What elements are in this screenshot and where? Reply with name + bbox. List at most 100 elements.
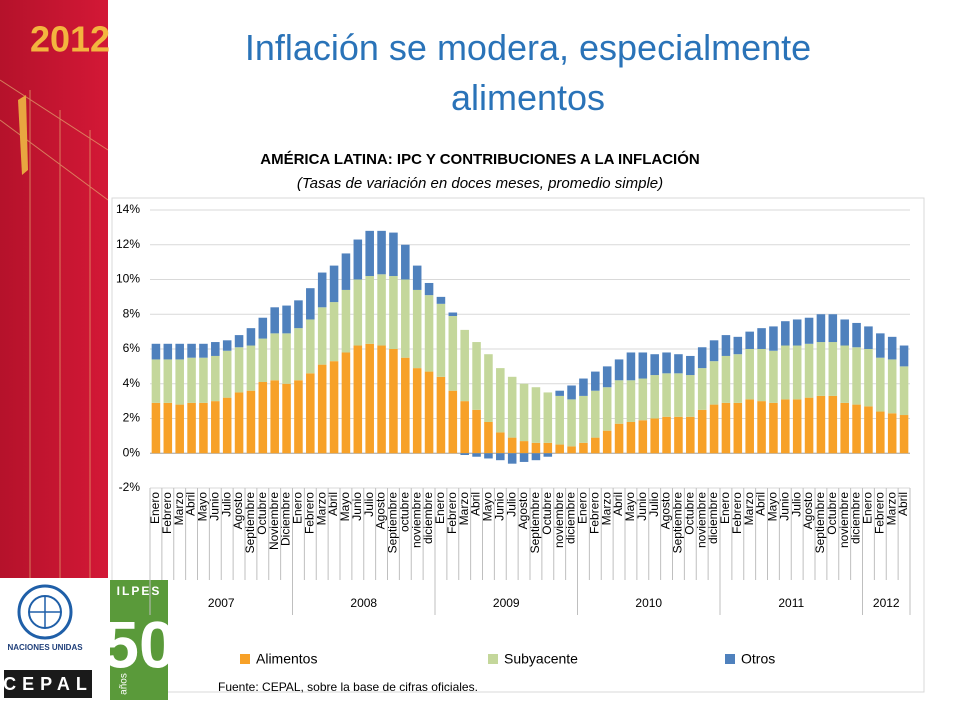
- y-tick-label: 8%: [123, 306, 141, 320]
- bar-segment: [175, 359, 184, 405]
- bar-segment: [365, 276, 374, 344]
- x-tick-label: diciembre: [564, 492, 578, 544]
- bar-segment: [401, 244, 410, 280]
- bar-segment: [211, 355, 220, 402]
- bar-segment: [626, 421, 636, 454]
- bar-segment: [804, 397, 814, 454]
- bar-segment: [579, 442, 588, 454]
- x-tick-label: Abril: [896, 492, 910, 516]
- x-tick-label: Mayo: [766, 492, 780, 522]
- x-tick-label: Enero: [433, 492, 447, 524]
- bar-segment: [757, 328, 766, 349]
- band-figure: [18, 95, 28, 175]
- x-tick-label: Junio: [777, 492, 791, 521]
- source-note: Fuente: CEPAL, sobre la base de cifras o…: [218, 680, 478, 694]
- bar-segment: [828, 314, 838, 343]
- bar-segment: [709, 404, 719, 454]
- bar-segment: [709, 340, 719, 362]
- bar-segment: [234, 335, 244, 348]
- ilpes-years: años: [119, 673, 130, 695]
- bar-segment: [329, 302, 339, 362]
- group-label: 2011: [778, 596, 804, 610]
- x-tick-label: Julio: [362, 492, 376, 517]
- bar-segment: [317, 364, 327, 454]
- bar-segment: [258, 382, 268, 454]
- bar-segment: [507, 437, 517, 454]
- bar-segment: [602, 430, 612, 454]
- bar-segment: [864, 406, 873, 454]
- bar-segment: [638, 352, 648, 379]
- bar-segment: [579, 395, 588, 443]
- bar-segment: [496, 453, 505, 461]
- x-tick-label: Septiembre: [243, 492, 257, 554]
- bar-segment: [317, 307, 327, 365]
- x-tick-label: Febrero: [160, 492, 174, 534]
- bar-segment: [341, 253, 351, 290]
- bar-segment: [412, 289, 422, 369]
- chart-title: AMÉRICA LATINA: IPC Y CONTRIBUCIONES A L…: [260, 150, 699, 168]
- x-tick-label: Abril: [754, 492, 768, 516]
- bar-segment: [294, 300, 303, 329]
- legend-swatch: [725, 654, 735, 664]
- bar-segment: [567, 446, 576, 454]
- y-tick-label: 4%: [123, 376, 141, 390]
- bar-segment: [864, 326, 873, 349]
- bar-segment: [246, 328, 256, 346]
- y-tick-label: 2%: [123, 411, 141, 425]
- x-tick-label: Julio: [789, 492, 803, 517]
- un-emblem: [17, 584, 73, 640]
- x-tick-label: noviembre: [409, 492, 423, 548]
- bar-segment: [377, 274, 386, 346]
- bar-segment: [721, 335, 731, 356]
- x-tick-label: Enero: [576, 492, 590, 524]
- bar-segment: [804, 317, 814, 344]
- bar-segment: [591, 390, 600, 438]
- bar-segment: [531, 453, 541, 461]
- bar-segment: [887, 413, 897, 454]
- bar-segment: [674, 416, 683, 454]
- bar-segment: [222, 340, 232, 351]
- bar-segment: [840, 402, 849, 454]
- bar-segment: [436, 296, 446, 304]
- bar-segment: [460, 329, 469, 402]
- bar-segment: [412, 265, 422, 290]
- bar-segment: [852, 322, 861, 348]
- cepal-box: [4, 670, 92, 698]
- x-tick-label: Julio: [647, 492, 661, 517]
- bar-segment: [282, 333, 291, 384]
- bar-segment: [792, 399, 802, 454]
- bar-segment: [852, 404, 861, 454]
- bar-segment: [282, 305, 291, 334]
- bar-segment: [697, 368, 707, 410]
- bar-segment: [246, 390, 256, 454]
- bar-segment: [496, 432, 505, 454]
- bar-segment: [294, 328, 303, 381]
- bar-segment: [733, 336, 743, 355]
- bar-segment: [864, 349, 873, 407]
- x-tick-label: Agosto: [374, 492, 388, 530]
- bar-segment: [614, 359, 624, 381]
- bar-segment: [496, 368, 505, 433]
- bar-segment: [579, 378, 588, 396]
- y-tick-label: 10%: [116, 272, 140, 286]
- bar-segment: [662, 416, 671, 454]
- x-tick-label: Febrero: [302, 492, 316, 534]
- x-tick-label: Abril: [611, 492, 625, 516]
- bar-segment: [626, 380, 636, 422]
- x-tick-label: Junio: [207, 492, 221, 521]
- bar-segment: [650, 418, 659, 454]
- bar-segment: [781, 345, 790, 400]
- bar-segment: [519, 383, 529, 442]
- x-tick-label: Abril: [326, 492, 340, 516]
- x-tick-label: Mayo: [338, 492, 352, 522]
- x-tick-label: Julio: [219, 492, 233, 517]
- y-tick-label: 12%: [116, 237, 140, 251]
- bar-segment: [816, 395, 826, 454]
- chart-frame: [111, 197, 925, 693]
- bar-segment: [792, 345, 802, 400]
- bar-segment: [638, 378, 648, 421]
- bar-segment: [876, 411, 885, 454]
- bar-segment: [199, 357, 208, 403]
- x-tick-label: Mayo: [623, 492, 637, 522]
- x-tick-label: Noviembre: [267, 492, 281, 550]
